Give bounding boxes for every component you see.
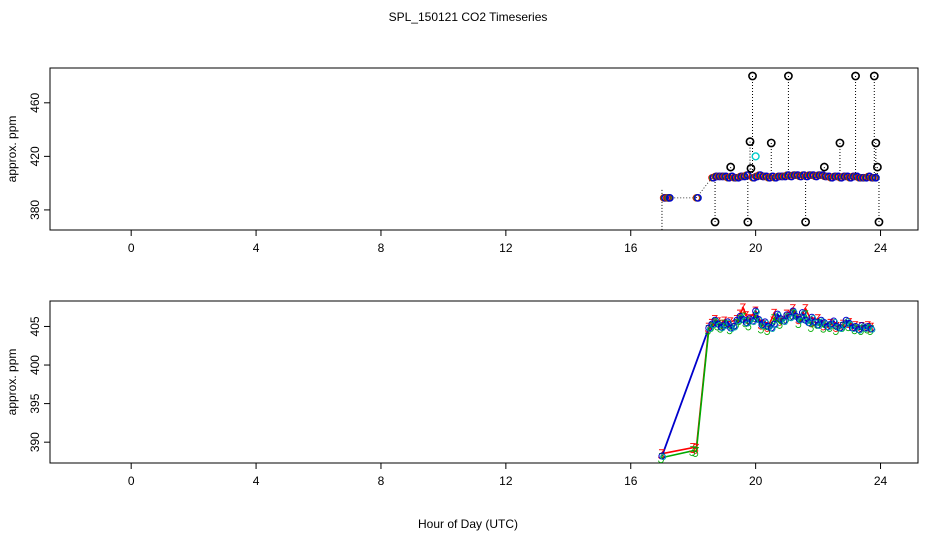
bottom-point-cyan xyxy=(841,322,848,329)
top-y-tick-label: 380 xyxy=(28,200,42,220)
bottom-point-cyan xyxy=(844,318,851,325)
bottom-point-green xyxy=(820,322,828,333)
bottom-series-line-blue xyxy=(661,308,872,457)
top-outlier-point xyxy=(748,71,757,81)
top-cyan-point xyxy=(751,152,760,161)
top-outlier-point xyxy=(743,217,753,227)
bottom-point-green xyxy=(814,318,821,329)
bottom-y-axis: 390 395 400 405 xyxy=(28,316,50,452)
top-y-tick-label: 420 xyxy=(28,146,42,166)
bottom-x-tick-label: 20 xyxy=(749,474,763,488)
top-outlier-point xyxy=(869,71,879,81)
top-outlier-point xyxy=(874,217,884,227)
bottom-x-tick-label: 16 xyxy=(624,474,638,488)
top-outlier-point xyxy=(819,162,829,172)
bottom-point-cyan xyxy=(791,308,798,316)
top-series-link xyxy=(696,177,713,199)
top-plot-marks xyxy=(659,71,884,230)
top-x-tick-label: 24 xyxy=(874,241,888,255)
bottom-point-cyan xyxy=(794,314,801,321)
top-point-blue xyxy=(694,193,702,202)
bottom-x-tick-label: 24 xyxy=(874,474,888,488)
chart-title: SPL_150121 CO2 Timeseries xyxy=(389,10,548,24)
bottom-plot-marks xyxy=(658,303,876,464)
bottom-series-line-green xyxy=(661,313,872,459)
top-point-blue xyxy=(665,193,674,202)
bottom-point-red xyxy=(692,443,700,454)
bottom-point-cyan xyxy=(760,322,767,329)
bottom-point-cyan xyxy=(800,310,807,317)
bottom-panel: 0 4 8 12 16 20 24 390 395 400 405 approx. ppm Hou… xyxy=(5,300,919,531)
bottom-point-red xyxy=(689,443,697,453)
bottom-point-cyan xyxy=(738,314,745,321)
top-panel: 0 4 8 12 16 20 24 380 420 460 approx. ppm xyxy=(5,67,919,255)
bottom-point-cyan xyxy=(772,322,779,329)
bottom-point-cyan xyxy=(813,319,820,326)
top-x-axis: 0 4 8 12 16 20 24 xyxy=(128,230,888,255)
top-x-tick-label: 12 xyxy=(499,241,513,255)
bottom-point-cyan xyxy=(716,322,723,329)
bottom-y-axis-title: approx. ppm xyxy=(5,349,19,416)
bottom-point-red xyxy=(739,303,747,314)
bottom-point-cyan xyxy=(781,319,788,326)
top-outlier-point xyxy=(710,217,720,227)
bottom-point-cyan xyxy=(763,319,770,326)
top-plot-frame xyxy=(49,67,919,231)
bottom-x-tick-label: 0 xyxy=(128,474,135,488)
bottom-x-tick-label: 12 xyxy=(499,474,513,488)
bottom-point-cyan xyxy=(816,322,823,329)
bottom-point-green xyxy=(857,325,865,335)
top-outlier-point xyxy=(766,138,776,148)
bottom-point-cyan xyxy=(775,312,782,319)
top-outlier-point xyxy=(873,162,882,172)
bottom-point-cyan xyxy=(838,325,845,333)
top-x-tick-label: 20 xyxy=(749,241,763,255)
top-outlier-point xyxy=(784,71,793,81)
top-x-tick-label: 0 xyxy=(128,241,135,255)
top-y-axis-title: approx. ppm xyxy=(5,116,19,183)
bottom-point-cyan xyxy=(731,324,739,331)
top-outlier-point xyxy=(801,217,810,227)
top-outlier-point xyxy=(745,137,755,147)
bottom-plot-frame xyxy=(49,300,919,464)
top-x-tick-label: 16 xyxy=(624,241,638,255)
x-axis-title: Hour of Day (UTC) xyxy=(418,517,518,531)
bottom-y-tick-label: 395 xyxy=(28,393,42,413)
bottom-point-cyan xyxy=(869,326,876,333)
top-outlier-point xyxy=(871,138,881,148)
top-outlier-point xyxy=(835,138,845,148)
bottom-x-axis: 0 4 8 12 16 20 24 xyxy=(128,463,888,488)
top-y-tick-label: 460 xyxy=(28,92,42,112)
top-x-tick-label: 8 xyxy=(378,241,385,255)
top-outlier-point xyxy=(851,71,860,81)
bottom-point-cyan xyxy=(660,454,667,461)
bottom-point-cyan xyxy=(750,319,757,326)
bottom-x-tick-label: 8 xyxy=(378,474,385,488)
bottom-y-tick-label: 400 xyxy=(28,355,42,375)
bottom-y-tick-label: 390 xyxy=(28,432,42,452)
bottom-y-tick-label: 405 xyxy=(28,316,42,336)
bottom-point-green xyxy=(776,318,784,329)
bottom-point-cyan xyxy=(809,315,817,322)
top-point-blue xyxy=(871,173,880,182)
top-y-axis: 380 420 460 xyxy=(28,92,50,220)
top-outlier-point xyxy=(726,162,736,172)
bottom-point-cyan xyxy=(797,317,804,324)
top-x-tick-label: 4 xyxy=(253,241,260,255)
bottom-point-green xyxy=(692,446,700,457)
bottom-point-green xyxy=(689,446,697,457)
top-outlier-point xyxy=(746,164,756,173)
bottom-point-cyan xyxy=(753,308,760,316)
bottom-x-tick-label: 4 xyxy=(253,474,260,488)
bottom-point-cyan xyxy=(831,319,838,326)
